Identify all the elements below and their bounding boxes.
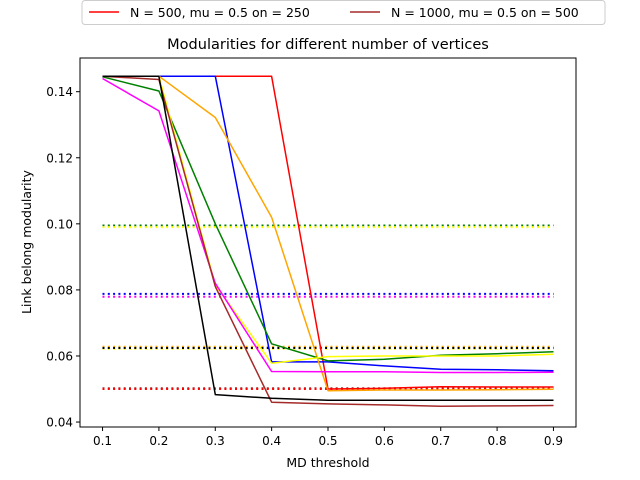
y-tick-label: 0.04 — [46, 416, 73, 430]
series-line-1 — [102, 75, 554, 372]
legend-label-n1000: N = 1000, mu = 0.5 on = 500 — [391, 5, 579, 20]
series-line-3 — [102, 76, 554, 362]
y-axis-label: Link belong modularity — [19, 169, 34, 313]
y-tick-label: 0.06 — [46, 349, 73, 363]
x-tick-label: 0.3 — [206, 434, 225, 448]
y-tick-label: 0.08 — [46, 283, 73, 297]
legend-box — [81, 0, 606, 25]
series-line-5 — [102, 77, 554, 374]
legend: N = 500, mu = 0.5 on = 250 N = 1000, mu … — [81, 0, 606, 25]
x-tick-label: 0.5 — [318, 434, 337, 448]
series-lines — [102, 75, 554, 407]
series-line-6 — [102, 75, 554, 407]
x-tick-label: 0.1 — [93, 434, 112, 448]
y-tick-label: 0.10 — [46, 217, 73, 231]
series-line-2 — [102, 75, 554, 392]
x-tick-label: 0.2 — [149, 434, 168, 448]
x-tick-label: 0.6 — [375, 434, 394, 448]
x-tick-label: 0.8 — [488, 434, 507, 448]
reference-lines — [102, 224, 554, 390]
chart-title: Modularities for different number of ver… — [167, 37, 489, 53]
series-line-7 — [102, 75, 554, 401]
y-tick-label: 0.14 — [46, 85, 73, 99]
x-tick-label: 0.9 — [544, 434, 563, 448]
x-tick-label: 0.7 — [431, 434, 450, 448]
legend-label-n500: N = 500, mu = 0.5 on = 250 — [130, 5, 310, 20]
x-tick-label: 0.4 — [262, 434, 281, 448]
x-axis: 0.1 0.2 0.3 0.4 0.5 0.6 0.7 0.8 0.9 — [93, 427, 563, 448]
y-axis: 0.04 0.06 0.08 0.10 0.12 0.14 — [46, 85, 80, 430]
x-axis-label: MD threshold — [286, 455, 369, 470]
y-tick-label: 0.12 — [46, 151, 73, 165]
